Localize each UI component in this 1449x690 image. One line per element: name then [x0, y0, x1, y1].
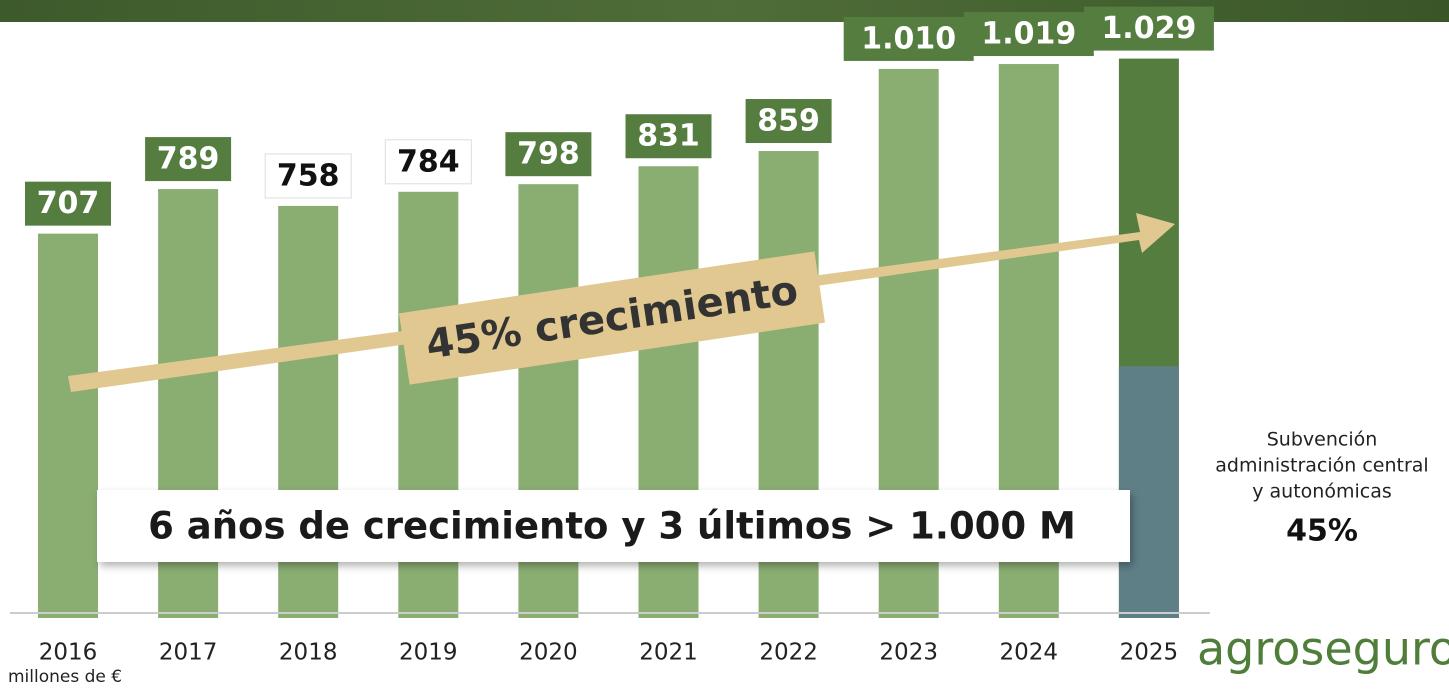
- subsidy-label: Subvención: [1267, 429, 1378, 451]
- value-label: 1.029: [1101, 11, 1196, 46]
- value-label: 784: [397, 144, 460, 179]
- x-tick-label: 2017: [159, 640, 218, 666]
- value-label-box: [505, 132, 592, 177]
- growth-box-bg: [398, 251, 826, 385]
- value-label: 859: [757, 104, 820, 139]
- subsidy-label: administración central: [1215, 455, 1428, 477]
- x-tick-label: 2023: [879, 640, 938, 666]
- x-tick-label: 2019: [399, 640, 458, 666]
- value-label: 789: [157, 142, 220, 177]
- x-tick-label: 2024: [1000, 640, 1059, 666]
- value-label-box: [145, 137, 232, 182]
- unit-label: millones de €: [8, 667, 122, 687]
- value-label: 831: [637, 119, 700, 154]
- value-label-box: [843, 16, 974, 61]
- x-tick-label: 2018: [279, 640, 338, 666]
- value-label-box: [264, 153, 352, 199]
- value-label: 707: [37, 186, 100, 221]
- value-label-box: [625, 114, 712, 159]
- x-tick-label: 2020: [519, 640, 578, 666]
- subsidy-value: 45%: [1286, 514, 1358, 549]
- x-tick-label: 2022: [759, 640, 818, 666]
- value-label: 1.019: [981, 17, 1076, 52]
- value-label: 1.010: [861, 21, 956, 56]
- logo: agroseguro: [1197, 622, 1449, 676]
- headline: 6 años de crecimiento y 3 últimos > 1.00…: [148, 505, 1076, 548]
- value-label: 798: [517, 137, 580, 172]
- top-band: [0, 0, 1449, 22]
- x-tick-label: 2016: [39, 640, 98, 666]
- value-label-box: [1083, 6, 1214, 51]
- value-label-box: [384, 139, 472, 185]
- subsidy-label: y autonómicas: [1252, 481, 1392, 503]
- value-label-box: [745, 99, 832, 144]
- x-tick-label: 2021: [639, 640, 698, 666]
- headline-box: [97, 490, 1130, 562]
- bar: [38, 233, 98, 618]
- value-label-box: [963, 12, 1094, 57]
- value-label: 758: [277, 158, 340, 193]
- x-tick-label: 2025: [1120, 640, 1179, 666]
- value-label-box: [25, 181, 111, 226]
